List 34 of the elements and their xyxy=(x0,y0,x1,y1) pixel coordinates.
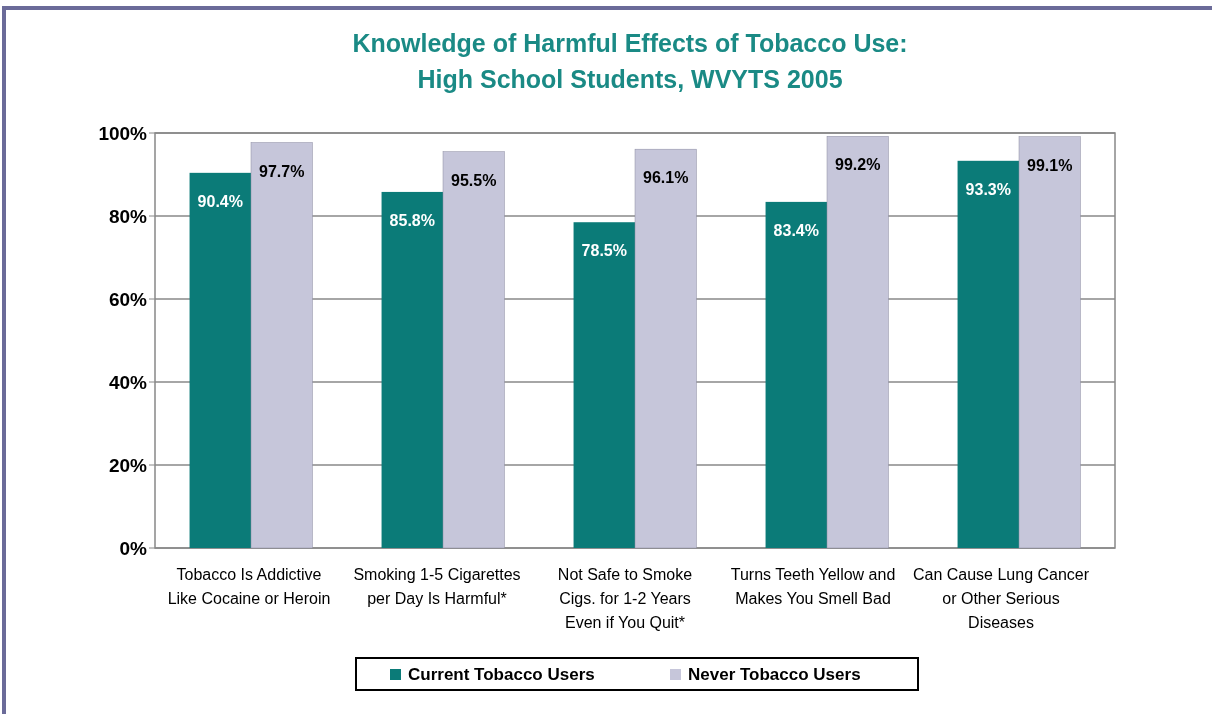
legend-label: Current Tobacco Users xyxy=(408,665,595,684)
x-tick-label: Turns Teeth Yellow and Makes You Smell Bad xyxy=(730,566,896,607)
legend-label: Never Tobacco Users xyxy=(688,665,861,684)
x-tick-label: Not Safe to Smoke Cigs. for 1-2 Years Even if You Quit* xyxy=(557,566,693,631)
data-label: 96.1% xyxy=(643,169,689,187)
bar xyxy=(250,142,313,549)
bar xyxy=(189,172,251,548)
bar xyxy=(957,160,1019,548)
bar xyxy=(573,222,635,548)
y-tick-label: 0% xyxy=(119,538,148,559)
data-label: 83.4% xyxy=(773,221,819,239)
y-tick-label: 60% xyxy=(108,289,148,310)
bar xyxy=(442,151,505,549)
data-label: 90.4% xyxy=(197,192,243,210)
chart-title: Knowledge of Harmful Effects of Tobacco Use: High School Students, WVYTS 2005 xyxy=(352,29,908,93)
bar xyxy=(381,191,443,548)
bar xyxy=(765,201,827,548)
x-tick-label: Tobacco Is Addictive Like Cocaine or Heroin xyxy=(167,566,331,607)
bar xyxy=(826,136,889,549)
data-label: 99.1% xyxy=(1027,156,1073,174)
data-label: 85.8% xyxy=(389,211,435,229)
x-tick-label: Can Cause Lung Cancer or Other Serious Diseases xyxy=(912,566,1090,631)
data-label: 99.2% xyxy=(835,156,881,174)
y-tick-label: 40% xyxy=(108,372,148,393)
bar xyxy=(634,148,697,549)
data-label: 97.7% xyxy=(259,162,305,180)
data-label: 93.3% xyxy=(965,180,1011,198)
y-tick-label: 100% xyxy=(98,123,148,144)
data-label: 78.5% xyxy=(581,242,627,260)
bar xyxy=(1018,136,1081,549)
x-tick-label: Smoking 1-5 Cigarettes per Day Is Harmful* xyxy=(353,566,521,607)
data-label: 95.5% xyxy=(451,171,497,189)
y-tick-label: 20% xyxy=(108,455,148,476)
y-tick-label: 80% xyxy=(108,206,148,227)
